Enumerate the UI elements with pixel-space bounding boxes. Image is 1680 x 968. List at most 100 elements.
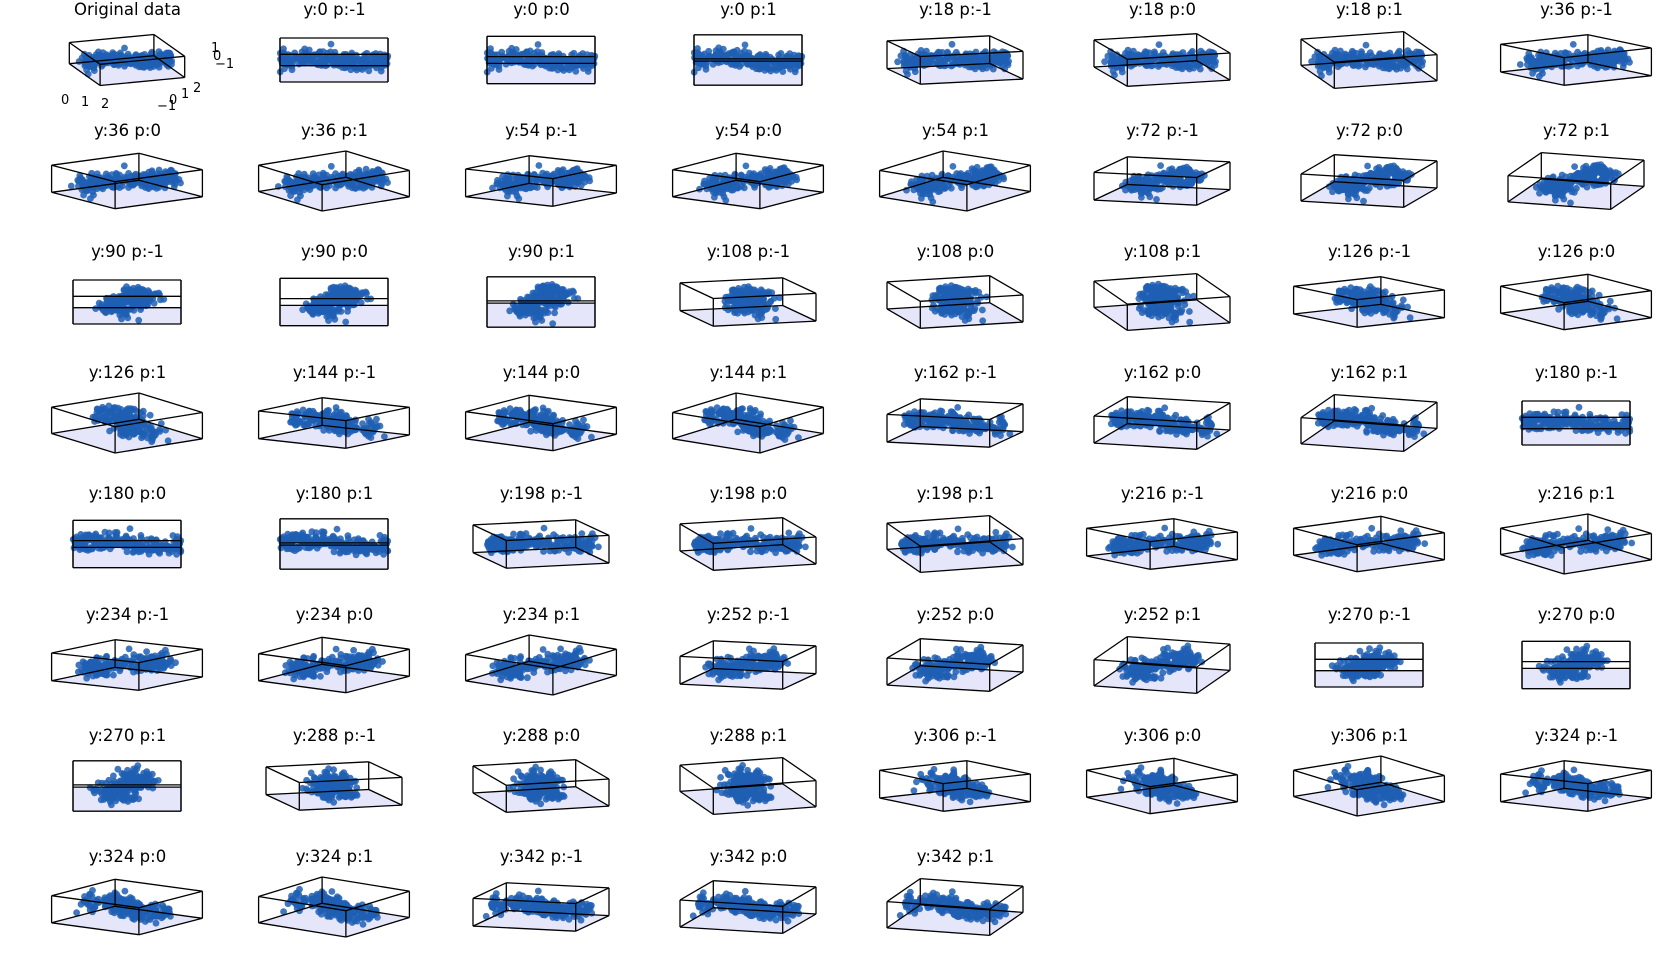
data-point	[1571, 163, 1578, 170]
data-point	[1334, 184, 1341, 191]
data-point	[898, 52, 905, 59]
data-point	[303, 300, 310, 307]
data-point	[1536, 60, 1543, 67]
data-point	[1157, 162, 1164, 169]
data-point	[1393, 63, 1400, 70]
data-point	[949, 41, 956, 48]
panel-12: y:54 p:1	[853, 121, 1058, 242]
data-point	[894, 58, 901, 65]
data-point	[965, 173, 972, 180]
data-point	[282, 56, 289, 63]
box-edge	[1301, 155, 1334, 174]
data-point	[557, 290, 564, 297]
panel-plot	[439, 121, 644, 242]
data-point	[519, 176, 526, 183]
panel-plot	[439, 242, 644, 363]
y-tick-label: 1	[181, 88, 189, 102]
data-point	[299, 58, 306, 65]
panel-plot	[25, 0, 230, 121]
data-point	[756, 64, 763, 71]
box-edge	[943, 151, 1030, 165]
data-point	[99, 185, 106, 192]
data-point	[543, 293, 550, 300]
panel-7: y:36 p:-1	[1474, 0, 1679, 121]
data-point	[506, 307, 513, 314]
data-point	[759, 288, 766, 295]
data-point	[526, 294, 533, 301]
panel-plot	[646, 242, 851, 363]
data-point	[292, 54, 299, 61]
data-point	[120, 297, 127, 304]
data-point	[373, 176, 380, 183]
box-edge	[1094, 34, 1197, 40]
data-point	[950, 163, 957, 170]
panel-plot	[1474, 121, 1679, 242]
panel-20: y:108 p:0	[853, 242, 1058, 363]
panel-plot	[439, 0, 644, 121]
data-point	[1312, 53, 1319, 60]
data-point	[1153, 176, 1160, 183]
data-point	[979, 307, 986, 314]
panel-18: y:90 p:1	[439, 242, 644, 363]
panel-6: y:18 p:1	[1267, 0, 1472, 121]
box-edge	[1127, 157, 1230, 162]
data-point	[1355, 185, 1362, 192]
panel-plot	[1060, 0, 1265, 121]
data-point	[956, 60, 963, 67]
data-point	[350, 291, 357, 298]
panel-1: y:0 p:-1	[232, 0, 437, 121]
data-point	[68, 183, 75, 190]
data-point	[384, 179, 391, 186]
panel-plot	[1267, 121, 1472, 242]
panel-2: y:0 p:0	[439, 0, 644, 121]
box-edge	[736, 153, 823, 165]
data-point	[1626, 59, 1633, 66]
data-point	[80, 179, 87, 186]
data-point	[994, 58, 1001, 65]
box-edge	[887, 276, 990, 282]
data-point	[941, 182, 948, 189]
data-point	[315, 172, 322, 179]
data-point	[963, 52, 970, 59]
data-point	[1342, 54, 1349, 61]
box-edge	[1197, 162, 1230, 178]
data-point	[927, 185, 934, 192]
data-point	[782, 179, 789, 186]
y-tick-label: 0	[169, 94, 177, 108]
data-point	[328, 41, 335, 48]
data-point	[1539, 70, 1546, 77]
box-edge	[259, 151, 346, 165]
data-point	[937, 188, 944, 195]
data-point	[93, 51, 100, 58]
data-point	[539, 52, 546, 59]
panel-9: y:36 p:1	[232, 121, 437, 242]
panel-10: y:54 p:-1	[439, 121, 644, 242]
x-tick-label: 2	[101, 98, 109, 112]
data-point	[544, 181, 551, 188]
data-point	[329, 312, 336, 319]
panel-3: y:0 p:1	[646, 0, 851, 121]
data-point	[111, 51, 118, 58]
panel-plot	[232, 242, 437, 363]
panel-5: y:18 p:0	[1060, 0, 1265, 121]
data-point	[941, 286, 948, 293]
panel-21: y:108 p:1	[1060, 242, 1265, 363]
data-point	[1186, 62, 1193, 69]
data-point	[750, 173, 757, 180]
data-point	[1557, 192, 1564, 199]
data-point	[758, 310, 765, 317]
data-point	[332, 52, 339, 59]
panel-17: y:90 p:0	[232, 242, 437, 363]
data-point	[336, 306, 343, 313]
data-point	[1143, 189, 1150, 196]
data-point	[536, 313, 543, 320]
panel-plot	[232, 121, 437, 242]
data-point	[135, 317, 142, 324]
box-edge	[887, 36, 990, 41]
panel-19: y:108 p:-1	[646, 242, 851, 363]
data-point	[365, 67, 372, 74]
data-point	[1396, 172, 1403, 179]
box-edge	[1301, 32, 1404, 39]
data-point	[734, 288, 741, 295]
data-point	[730, 48, 737, 55]
